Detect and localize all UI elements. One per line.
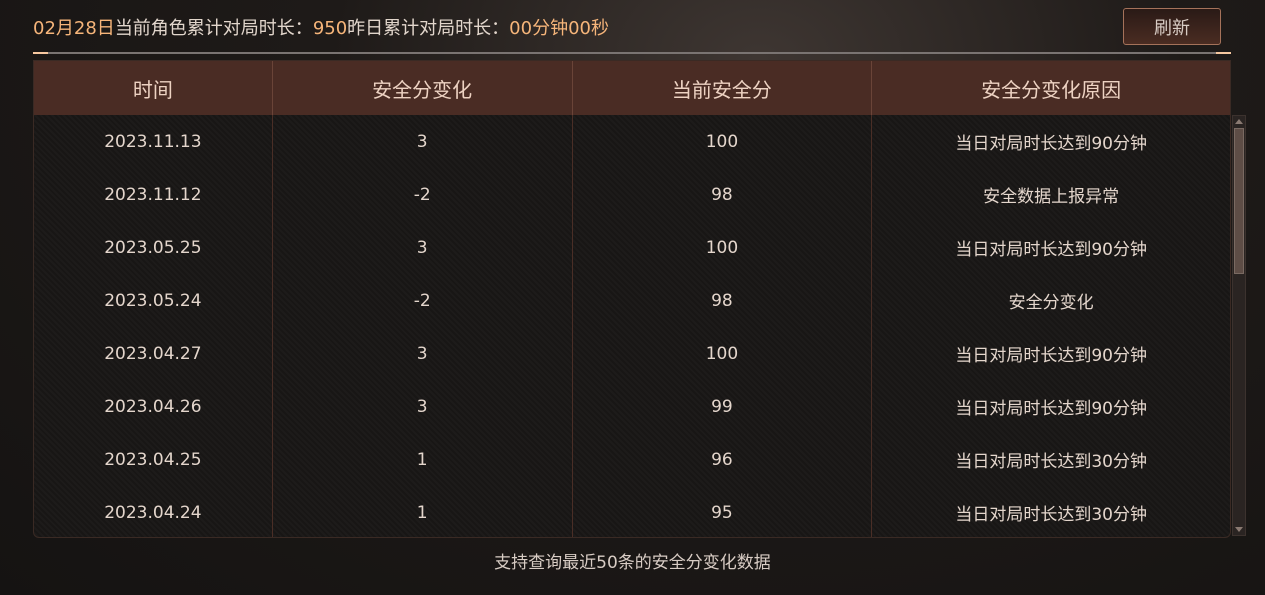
column-header-reason: 安全分变化原因 xyxy=(981,77,1122,102)
cell-change: 1 xyxy=(273,486,573,537)
table-row: 2023.05.24 -2 98 安全分变化 xyxy=(34,274,1230,327)
footer-note: 支持查询最近50条的安全分变化数据 xyxy=(494,553,771,573)
current-value: 950 xyxy=(312,18,348,39)
cell-time: 2023.04.27 xyxy=(34,327,273,380)
table-row: 2023.04.24 1 95 当日对局时长达到30分钟 xyxy=(34,486,1230,537)
cell-score: 98 xyxy=(573,168,873,221)
scrollbar-thumb[interactable] xyxy=(1234,128,1244,274)
yesterday-value: 00分钟00秒 xyxy=(509,18,609,39)
cell-time: 2023.04.24 xyxy=(34,486,273,537)
column-header-change: 安全分变化 xyxy=(273,61,573,115)
table-body: 2023.11.13 3 100 当日对局时长达到90分钟 2023.11.12 -2 98… xyxy=(34,115,1230,537)
cell-time: 2023.04.26 xyxy=(34,380,273,433)
playtime-summary: 02月28日当前角色累计对局时长：950昨日累计对局时长：00分钟00秒 xyxy=(33,16,609,42)
cell-change: 3 xyxy=(273,115,573,168)
cell-time: 2023.05.25 xyxy=(34,221,273,274)
table-row: 2023.05.25 3 100 当日对局时长达到90分钟 xyxy=(34,221,1230,274)
cell-reason: 当日对局时长达到90分钟 xyxy=(955,399,1147,419)
table-row: 2023.11.13 3 100 当日对局时长达到90分钟 xyxy=(34,115,1230,168)
date: 02月28日 xyxy=(33,18,115,39)
cell-change: 3 xyxy=(273,221,573,274)
table-header: 时间 安全分变化 当前安全分 安全分变化原因 xyxy=(34,61,1230,115)
safety-score-table: 时间 安全分变化 当前安全分 安全分变化原因 2023.11.13 3 100 当日对… xyxy=(33,60,1231,538)
cell-change: 3 xyxy=(273,380,573,433)
cell-change: 3 xyxy=(273,327,573,380)
cell-change: -2 xyxy=(273,168,573,221)
cell-score: 99 xyxy=(573,380,873,433)
cell-reason: 当日对局时长达到90分钟 xyxy=(955,346,1147,366)
scroll-down-icon[interactable] xyxy=(1235,527,1243,532)
scroll-up-icon[interactable] xyxy=(1235,119,1243,124)
table-row: 2023.04.25 1 96 当日对局时长达到30分钟 xyxy=(34,433,1230,486)
scrollbar[interactable] xyxy=(1232,115,1246,536)
cell-reason: 安全分变化 xyxy=(1008,293,1094,313)
cell-change: -2 xyxy=(273,274,573,327)
column-header-score: 当前安全分 xyxy=(573,61,873,115)
cell-score: 95 xyxy=(573,486,873,537)
cell-time: 2023.11.13 xyxy=(34,115,273,168)
yesterday-label: 昨日累计对局时长： xyxy=(347,18,510,39)
table-row: 2023.11.12 -2 98 安全数据上报异常 xyxy=(34,168,1230,221)
table-row: 2023.04.27 3 100 当日对局时长达到90分钟 xyxy=(34,327,1230,380)
cell-score: 98 xyxy=(573,274,873,327)
cell-reason: 安全数据上报异常 xyxy=(983,187,1120,207)
cell-score: 100 xyxy=(573,221,873,274)
current-label: 当前角色累计对局时长： xyxy=(114,18,313,39)
cell-reason: 当日对局时长达到90分钟 xyxy=(955,240,1147,260)
cell-score: 96 xyxy=(573,433,873,486)
divider xyxy=(33,52,1231,54)
cell-reason: 当日对局时长达到30分钟 xyxy=(955,452,1147,472)
cell-time: 2023.11.12 xyxy=(34,168,273,221)
table-row: 2023.04.26 3 99 当日对局时长达到90分钟 xyxy=(34,380,1230,433)
column-header-time: 时间 xyxy=(34,61,273,115)
refresh-button[interactable]: 刷新 xyxy=(1123,8,1221,45)
cell-reason: 当日对局时长达到90分钟 xyxy=(955,134,1147,154)
cell-time: 2023.04.25 xyxy=(34,433,273,486)
cell-score: 100 xyxy=(573,327,873,380)
cell-time: 2023.05.24 xyxy=(34,274,273,327)
cell-reason: 当日对局时长达到30分钟 xyxy=(955,505,1147,525)
cell-score: 100 xyxy=(573,115,873,168)
cell-change: 1 xyxy=(273,433,573,486)
